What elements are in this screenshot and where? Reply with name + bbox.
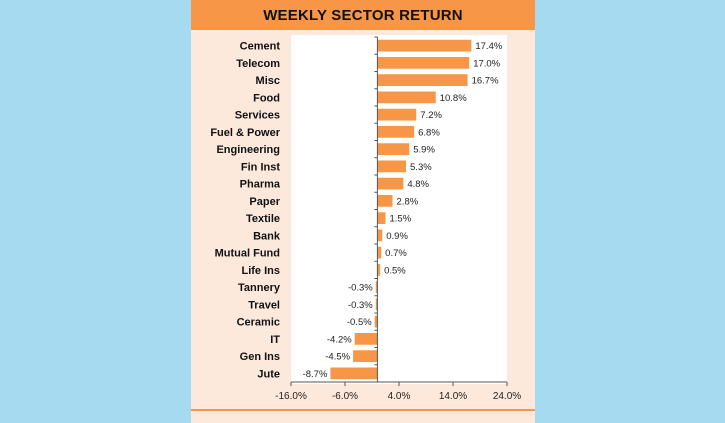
value-label: 7.2% — [420, 110, 442, 121]
value-label: 10.8% — [440, 93, 467, 104]
category-label: Services — [235, 110, 280, 122]
value-label: 4.8% — [407, 179, 429, 190]
x-tick-label: 14.0% — [439, 391, 467, 402]
value-label: -0.3% — [348, 300, 373, 311]
category-label: Bank — [253, 230, 281, 242]
bar — [377, 264, 381, 276]
category-label: Paper — [249, 196, 280, 208]
bar — [377, 57, 470, 69]
category-label: Fuel & Power — [210, 127, 280, 139]
bar — [377, 74, 468, 86]
title-bar: WEEKLY SECTOR RETURN — [191, 0, 535, 30]
category-label: Telecom — [236, 58, 280, 70]
x-tick-label: 4.0% — [388, 391, 411, 402]
category-label: Gen Ins — [240, 351, 280, 363]
value-label: -0.5% — [347, 317, 372, 328]
value-label: -4.2% — [327, 334, 352, 345]
value-label: 17.4% — [475, 41, 502, 52]
category-label: Travel — [248, 299, 280, 311]
category-label: Jute — [257, 368, 280, 380]
bar — [353, 350, 378, 362]
bar — [377, 126, 415, 138]
value-label: 17.0% — [473, 58, 500, 69]
x-tick-label: -6.0% — [332, 391, 358, 402]
bar — [377, 91, 436, 104]
bar — [377, 212, 386, 224]
value-label: 0.9% — [386, 231, 408, 242]
plot-area — [291, 35, 507, 384]
value-label: 6.8% — [418, 127, 440, 138]
bar-chart: Cement 17.4% Telecom 17.0% Misc 16.7% Food 10.8… — [210, 35, 521, 402]
category-label: Food — [253, 92, 280, 104]
category-label: Misc — [256, 75, 280, 87]
category-label: Life Ins — [241, 265, 280, 277]
value-label: 5.3% — [410, 162, 432, 173]
category-label: Textile — [246, 213, 280, 225]
bar — [377, 177, 404, 190]
category-label: Engineering — [216, 144, 280, 156]
bar — [377, 246, 382, 259]
bar — [330, 367, 378, 380]
bar — [375, 298, 378, 311]
value-label: -4.5% — [325, 352, 350, 363]
bottom-border — [191, 409, 535, 411]
category-label: Tannery — [238, 282, 281, 294]
bar — [377, 160, 407, 173]
chart-card: WEEKLY SECTOR RETURN Cement 17.4% Telecom 1… — [191, 0, 535, 423]
value-label: 2.8% — [397, 196, 419, 207]
bar — [375, 281, 378, 293]
category-label: IT — [270, 334, 280, 346]
x-tick-label: 24.0% — [493, 391, 521, 402]
category-label: Pharma — [240, 179, 281, 191]
bar — [354, 333, 378, 345]
bar — [374, 315, 378, 328]
value-label: 5.9% — [413, 145, 435, 156]
bar — [377, 39, 472, 52]
value-label: 1.5% — [390, 214, 412, 225]
category-label: Ceramic — [237, 317, 280, 329]
bar — [377, 195, 393, 207]
category-label: Fin Inst — [241, 161, 280, 173]
category-label: Mutual Fund — [215, 248, 280, 260]
value-label: 16.7% — [472, 76, 499, 87]
x-tick-label: -16.0% — [275, 391, 307, 402]
value-label: -8.7% — [303, 369, 328, 380]
bar — [377, 229, 383, 242]
bar — [377, 143, 410, 155]
value-label: 0.5% — [384, 265, 406, 276]
chart-title: WEEKLY SECTOR RETURN — [263, 6, 463, 24]
value-label: 0.7% — [385, 248, 407, 259]
category-label: Cement — [240, 41, 281, 53]
bar — [377, 108, 417, 121]
value-label: -0.3% — [348, 283, 373, 294]
